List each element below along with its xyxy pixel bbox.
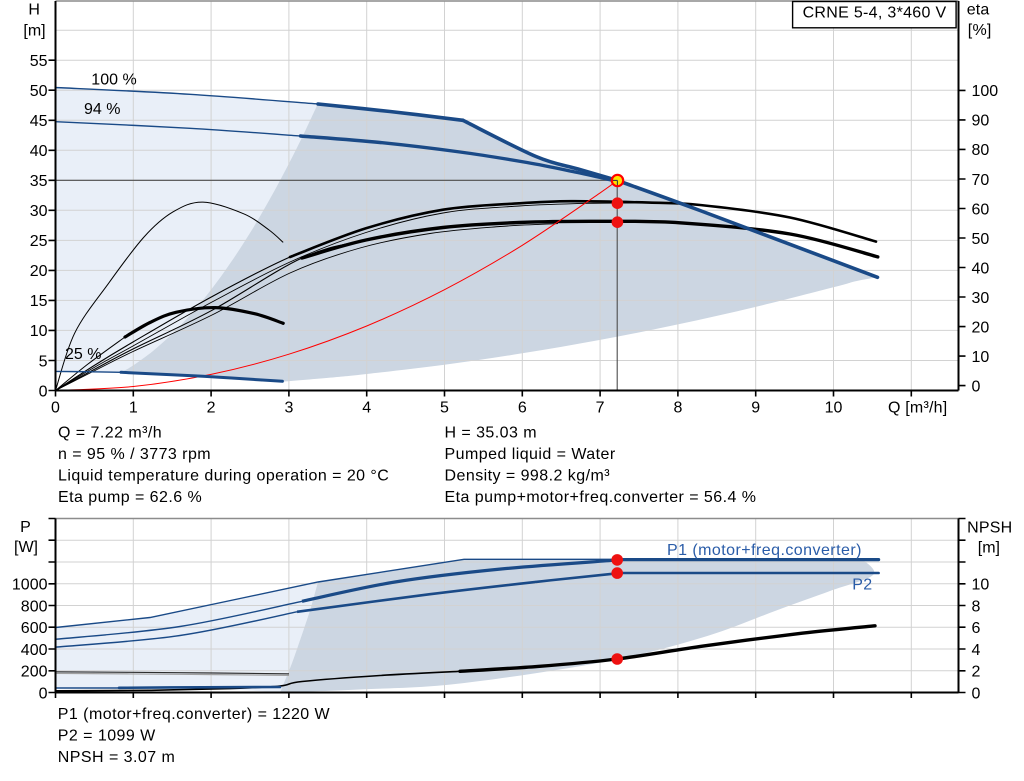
- svg-text:8: 8: [972, 598, 981, 615]
- svg-text:[m]: [m]: [978, 540, 1000, 557]
- svg-text:45: 45: [30, 113, 48, 130]
- svg-text:CRNE 5-4, 3*460 V: CRNE 5-4, 3*460 V: [803, 5, 947, 22]
- svg-text:7: 7: [596, 399, 605, 416]
- svg-text:55: 55: [30, 53, 48, 70]
- svg-text:Liquid temperature during oper: Liquid temperature during operation = 20…: [58, 468, 389, 485]
- svg-text:10: 10: [825, 399, 843, 416]
- svg-text:0: 0: [972, 685, 981, 702]
- svg-text:60: 60: [972, 201, 990, 218]
- svg-text:Q [m³/h]: Q [m³/h]: [888, 399, 947, 416]
- svg-text:0: 0: [39, 383, 48, 400]
- svg-text:Eta pump+motor+freq.converter: Eta pump+motor+freq.converter = 56.4 %: [445, 489, 757, 506]
- svg-text:[%]: [%]: [968, 22, 992, 39]
- svg-text:P2: P2: [852, 577, 872, 594]
- svg-text:NPSH = 3.07 m: NPSH = 3.07 m: [58, 749, 175, 766]
- svg-text:35: 35: [30, 173, 48, 190]
- svg-text:5: 5: [440, 399, 449, 416]
- svg-text:30: 30: [972, 290, 990, 307]
- svg-text:Q = 7.22 m³/h: Q = 7.22 m³/h: [58, 425, 162, 442]
- svg-text:70: 70: [972, 172, 990, 189]
- svg-text:94 %: 94 %: [84, 101, 120, 118]
- svg-text:5: 5: [39, 353, 48, 370]
- svg-text:8: 8: [673, 399, 682, 416]
- svg-text:4: 4: [362, 399, 371, 416]
- svg-text:800: 800: [21, 598, 48, 615]
- svg-text:10: 10: [972, 349, 990, 366]
- svg-text:2: 2: [972, 664, 981, 681]
- svg-text:200: 200: [21, 664, 48, 681]
- svg-text:100: 100: [972, 83, 999, 100]
- svg-text:[W]: [W]: [14, 539, 38, 556]
- svg-text:100 %: 100 %: [91, 72, 136, 89]
- svg-text:6: 6: [518, 399, 527, 416]
- svg-text:50: 50: [972, 231, 990, 248]
- svg-text:6: 6: [972, 620, 981, 637]
- svg-text:0: 0: [39, 685, 48, 702]
- svg-text:40: 40: [972, 260, 990, 277]
- svg-text:20: 20: [972, 319, 990, 336]
- svg-text:0: 0: [972, 378, 981, 395]
- svg-text:20: 20: [30, 263, 48, 280]
- svg-text:50: 50: [30, 83, 48, 100]
- svg-text:[m]: [m]: [23, 22, 45, 39]
- svg-text:P2 = 1099 W: P2 = 1099 W: [58, 728, 156, 745]
- svg-text:80: 80: [972, 142, 990, 159]
- svg-text:1: 1: [129, 399, 138, 416]
- svg-text:1000: 1000: [12, 577, 48, 594]
- svg-text:400: 400: [21, 642, 48, 659]
- svg-text:P1 (motor+freq.converter): P1 (motor+freq.converter): [667, 542, 862, 559]
- svg-text:P1 (motor+freq.converter) = 12: P1 (motor+freq.converter) = 1220 W: [58, 706, 331, 723]
- svg-text:P: P: [20, 519, 31, 536]
- svg-text:9: 9: [751, 399, 760, 416]
- svg-text:Pumped liquid = Water: Pumped liquid = Water: [445, 446, 616, 463]
- svg-text:H = 35.03 m: H = 35.03 m: [445, 425, 538, 442]
- svg-text:Density = 998.2 kg/m³: Density = 998.2 kg/m³: [445, 468, 611, 485]
- svg-text:n = 95 % / 3773 rpm: n = 95 % / 3773 rpm: [58, 446, 211, 463]
- svg-text:4: 4: [972, 642, 981, 659]
- svg-text:10: 10: [972, 577, 990, 594]
- svg-text:2: 2: [207, 399, 216, 416]
- svg-text:NPSH: NPSH: [967, 519, 1012, 536]
- svg-text:10: 10: [30, 323, 48, 340]
- svg-text:0: 0: [51, 399, 60, 416]
- svg-text:H: H: [28, 2, 40, 19]
- svg-text:eta: eta: [967, 1, 990, 18]
- svg-text:25 %: 25 %: [65, 346, 101, 363]
- svg-text:15: 15: [30, 293, 48, 310]
- svg-text:600: 600: [21, 620, 48, 637]
- svg-text:30: 30: [30, 203, 48, 220]
- svg-text:90: 90: [972, 113, 990, 130]
- svg-text:Eta pump = 62.6 %: Eta pump = 62.6 %: [58, 489, 202, 506]
- svg-text:25: 25: [30, 233, 48, 250]
- svg-text:3: 3: [284, 399, 293, 416]
- svg-text:40: 40: [30, 143, 48, 160]
